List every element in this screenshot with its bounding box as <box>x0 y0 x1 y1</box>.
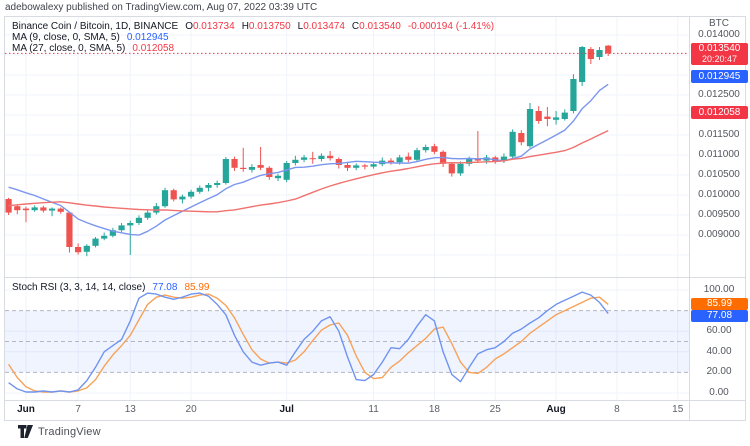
stoch-lines <box>8 291 609 393</box>
tradingview-attribution[interactable]: TradingView <box>18 425 101 438</box>
ma9-value: 0.012945 <box>126 32 169 43</box>
tradingview-logo-text: TradingView <box>38 425 101 438</box>
price-tick-label: 0.012500 <box>698 89 740 100</box>
symbol-title: Binance Coin / Bitcoin, 1D, BINANCE <box>12 21 179 32</box>
price-tick-label: 0.011500 <box>698 129 740 140</box>
time-tick-label: 15 <box>672 404 684 415</box>
ma-lines <box>8 83 609 236</box>
price-axis[interactable]: BTC 0.014000 0.012500 0.011500 0.011000 0.01… <box>690 0 750 446</box>
pane-borders <box>4 16 746 421</box>
price-tick-label: 0.011000 <box>698 149 740 160</box>
price-axis-unit: BTC <box>709 18 729 29</box>
low-value: 0.013474 <box>303 21 345 32</box>
stoch-rsi-legend: Stoch RSI (3, 3, 14, 14, close) 77.08 85.9… <box>12 282 209 293</box>
time-tick-label: 7 <box>75 404 81 415</box>
ma27-value: 0.012058 <box>132 43 175 54</box>
stoch-tick-label: 0.00 <box>709 387 729 398</box>
stoch-tick-label: 100.00 <box>703 284 735 295</box>
bar-countdown: 20:20:47 <box>701 54 738 64</box>
ma27-line <box>8 129 609 213</box>
stoch-d-line <box>8 293 609 393</box>
high-label: H <box>241 21 249 32</box>
stoch-d-badge: 85.99 <box>691 298 748 310</box>
time-tick-label: Jul <box>279 404 294 415</box>
symbol-legend-row: Binance Coin / Bitcoin, 1D, BINANCE O0.01… <box>12 21 494 32</box>
high-value: 0.013750 <box>248 21 291 32</box>
ma9-price-badge: 0.012945 <box>691 70 748 83</box>
close-value: 0.013540 <box>359 21 401 32</box>
change-value: -0.000194 (-1.41%) <box>407 21 495 32</box>
stoch-rsi-label: Stoch RSI (3, 3, 14, 14, close) <box>12 282 146 293</box>
open-value: 0.013734 <box>192 21 235 32</box>
close-label: C <box>351 21 360 32</box>
stoch-k-value: 77.08 <box>152 282 178 293</box>
ma9-legend-row: MA (9, close, 0, SMA, 5) 0.012945 <box>12 32 494 43</box>
ma27-legend-row: MA (27, close, 0, SMA, 5) 0.012058 <box>12 43 494 54</box>
tradingview-logo-icon <box>18 425 33 438</box>
time-tick-label: Jun <box>17 404 35 415</box>
stoch-d-value: 85.99 <box>184 282 210 293</box>
time-tick-label: 11 <box>368 404 379 415</box>
time-tick-label: 8 <box>614 404 620 415</box>
last-price-badge: 0.013540 20:20:47 <box>691 43 748 65</box>
time-tick-label: Aug <box>546 404 566 415</box>
ma27-label: MA (27, close, 0, SMA, 5) <box>12 43 126 54</box>
stoch-tick-label: 40.00 <box>706 345 732 357</box>
price-tick-label: 0.009500 <box>698 209 740 220</box>
low-label: L <box>297 21 304 32</box>
price-tick-label: 0.009000 <box>698 229 740 240</box>
candles-layer <box>5 45 612 257</box>
gridlines <box>5 17 689 400</box>
price-tick-label: 0.010500 <box>698 169 740 180</box>
ma27-price-badge: 0.012058 <box>691 106 748 119</box>
stoch-tick-label: 20.00 <box>706 366 732 378</box>
ma9-line <box>8 83 609 236</box>
watermark-text: adebowalexy published on TradingView.com… <box>5 2 318 13</box>
price-tick-label: 0.014000 <box>698 29 740 40</box>
time-axis[interactable]: Jun 7 13 20 Jul 11 18 25 Aug 8 15 <box>0 400 690 420</box>
time-tick-label: 18 <box>428 404 440 415</box>
time-tick-label: 25 <box>489 404 501 415</box>
time-tick-label: 20 <box>185 404 197 415</box>
stoch-k-badge: 77.08 <box>691 310 748 322</box>
stoch-tick-label: 60.00 <box>706 325 732 337</box>
time-tick-label: 13 <box>124 404 136 415</box>
ma9-label: MA (9, close, 0, SMA, 5) <box>12 32 120 43</box>
main-legend: Binance Coin / Bitcoin, 1D, BINANCE O0.01… <box>12 21 494 54</box>
stoch-band <box>5 310 689 373</box>
last-price-value: 0.013540 <box>698 43 741 54</box>
price-tick-label: 0.010000 <box>698 189 740 200</box>
open-label: O <box>185 21 193 32</box>
stoch-k-line <box>8 291 609 393</box>
